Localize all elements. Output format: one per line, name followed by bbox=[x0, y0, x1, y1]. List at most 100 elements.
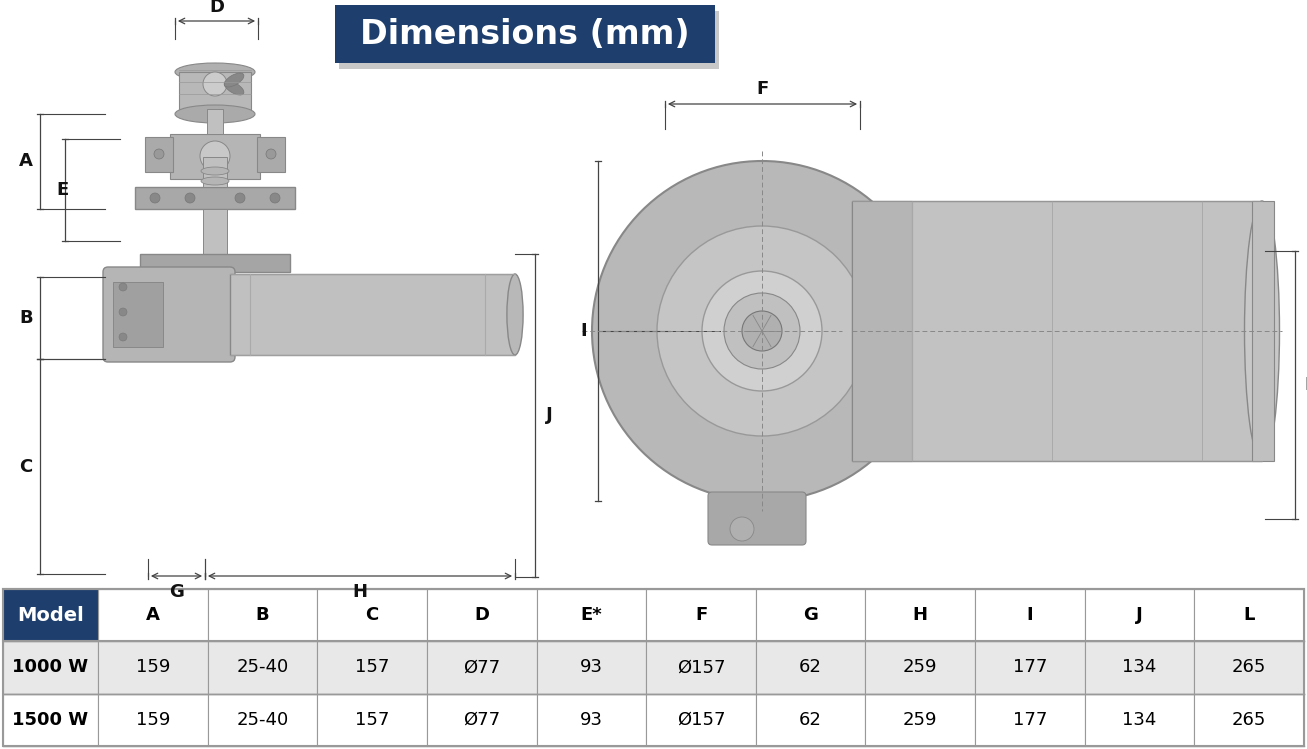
Bar bbox=[975, 694, 1085, 746]
Text: Model: Model bbox=[17, 606, 84, 625]
Bar bbox=[230, 274, 515, 355]
Text: 177: 177 bbox=[1013, 658, 1047, 676]
FancyBboxPatch shape bbox=[339, 11, 719, 69]
Text: Ø157: Ø157 bbox=[677, 711, 725, 729]
Text: Ø157: Ø157 bbox=[677, 658, 725, 676]
Bar bbox=[1252, 201, 1274, 461]
Bar bbox=[207, 109, 223, 134]
Bar bbox=[427, 694, 537, 746]
Text: J: J bbox=[1136, 606, 1142, 624]
Circle shape bbox=[119, 283, 127, 291]
Circle shape bbox=[592, 161, 932, 501]
Circle shape bbox=[200, 141, 230, 171]
Bar bbox=[140, 254, 290, 272]
Bar bbox=[427, 589, 537, 641]
Ellipse shape bbox=[1244, 201, 1280, 461]
Text: 265: 265 bbox=[1233, 658, 1266, 676]
Text: B: B bbox=[256, 606, 269, 624]
Text: 93: 93 bbox=[580, 711, 603, 729]
Ellipse shape bbox=[175, 63, 255, 81]
Bar bbox=[203, 157, 227, 187]
Text: D: D bbox=[209, 0, 223, 16]
Bar bbox=[537, 694, 646, 746]
Circle shape bbox=[154, 149, 163, 159]
Ellipse shape bbox=[225, 73, 244, 87]
Text: 177: 177 bbox=[1013, 711, 1047, 729]
Circle shape bbox=[271, 193, 280, 203]
Bar bbox=[755, 694, 865, 746]
Bar bbox=[318, 694, 427, 746]
Ellipse shape bbox=[507, 274, 523, 355]
Circle shape bbox=[235, 193, 244, 203]
Text: C: C bbox=[20, 458, 33, 476]
Text: G: G bbox=[169, 583, 184, 601]
Bar bbox=[975, 589, 1085, 641]
Text: A: A bbox=[146, 606, 159, 624]
Text: 25-40: 25-40 bbox=[237, 658, 289, 676]
Bar bbox=[3, 641, 98, 694]
Text: Dimensions (mm): Dimensions (mm) bbox=[361, 17, 690, 50]
Bar bbox=[208, 641, 318, 694]
Bar bbox=[1195, 589, 1304, 641]
Bar bbox=[257, 137, 285, 172]
FancyBboxPatch shape bbox=[335, 5, 715, 63]
Text: 134: 134 bbox=[1123, 711, 1157, 729]
FancyBboxPatch shape bbox=[708, 492, 806, 545]
Bar bbox=[1085, 641, 1195, 694]
Bar bbox=[755, 589, 865, 641]
Text: G: G bbox=[804, 606, 818, 624]
Bar bbox=[1085, 589, 1195, 641]
Text: 265: 265 bbox=[1233, 711, 1266, 729]
Bar bbox=[646, 589, 755, 641]
Bar bbox=[865, 589, 975, 641]
Bar bbox=[170, 134, 260, 179]
Bar bbox=[145, 137, 173, 172]
Circle shape bbox=[119, 308, 127, 316]
Ellipse shape bbox=[201, 177, 229, 185]
Text: E*: E* bbox=[580, 606, 603, 624]
Bar bbox=[852, 201, 1263, 461]
Circle shape bbox=[742, 311, 782, 351]
Bar bbox=[3, 589, 98, 641]
Text: I: I bbox=[1026, 606, 1034, 624]
Bar bbox=[865, 694, 975, 746]
Bar bbox=[646, 694, 755, 746]
Bar bbox=[3, 589, 1304, 746]
Bar bbox=[865, 641, 975, 694]
Bar bbox=[1195, 641, 1304, 694]
Text: 159: 159 bbox=[136, 658, 170, 676]
Bar bbox=[98, 589, 208, 641]
Text: F: F bbox=[695, 606, 707, 624]
Text: 1000 W: 1000 W bbox=[13, 658, 89, 676]
Bar bbox=[427, 641, 537, 694]
Bar bbox=[112, 282, 163, 347]
Text: 62: 62 bbox=[799, 658, 822, 676]
Text: B: B bbox=[20, 309, 33, 327]
Circle shape bbox=[724, 293, 800, 369]
Bar bbox=[1085, 694, 1195, 746]
Text: 1500 W: 1500 W bbox=[13, 711, 89, 729]
Bar bbox=[3, 694, 98, 746]
Circle shape bbox=[267, 149, 276, 159]
Bar bbox=[537, 641, 646, 694]
Bar bbox=[3, 589, 98, 641]
Bar bbox=[852, 201, 912, 461]
Bar bbox=[135, 187, 295, 209]
Circle shape bbox=[657, 226, 867, 436]
Bar bbox=[755, 641, 865, 694]
Bar bbox=[208, 694, 318, 746]
Bar bbox=[318, 589, 427, 641]
Ellipse shape bbox=[175, 105, 255, 123]
Text: L: L bbox=[1243, 606, 1255, 624]
Bar bbox=[98, 641, 208, 694]
Circle shape bbox=[119, 333, 127, 341]
Bar bbox=[318, 641, 427, 694]
Text: F: F bbox=[757, 80, 769, 98]
Text: H: H bbox=[353, 583, 367, 601]
Bar bbox=[203, 209, 227, 264]
Text: C: C bbox=[366, 606, 379, 624]
Bar bbox=[208, 589, 318, 641]
Circle shape bbox=[203, 72, 227, 96]
Circle shape bbox=[186, 193, 195, 203]
Bar bbox=[646, 641, 755, 694]
